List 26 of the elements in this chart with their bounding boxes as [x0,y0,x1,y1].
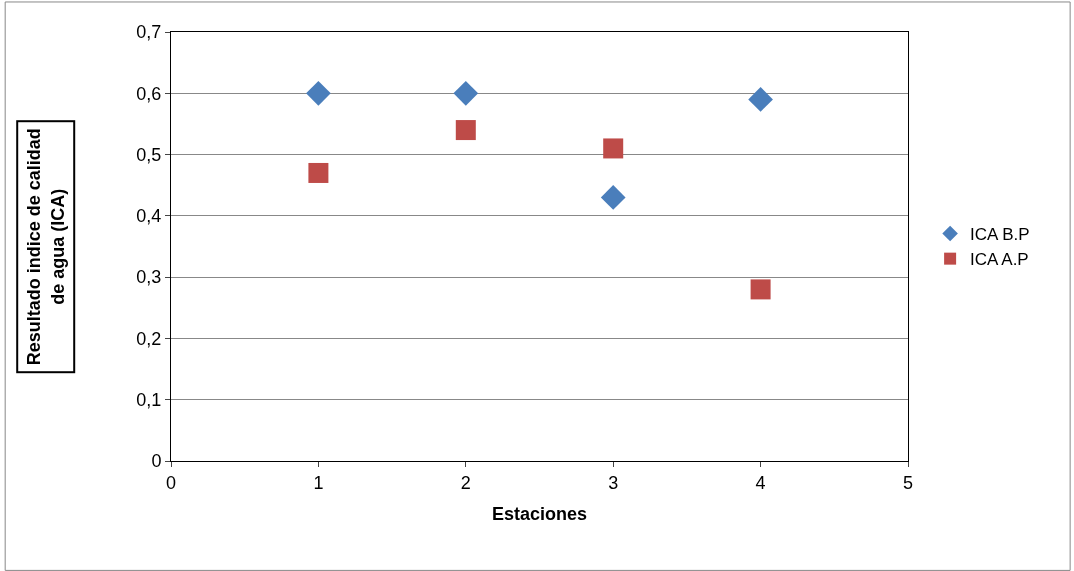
point [453,80,479,106]
point [600,185,626,210]
y-tick-label: 0,5 [136,144,162,165]
x-tick-label: 5 [902,472,914,493]
x-tick-label: 0 [165,472,177,493]
point [308,162,329,183]
point [306,80,331,106]
legend-label: ICA B.P [970,225,1030,245]
legend-label: ICA A.P [970,250,1029,270]
x-tick-label: 4 [755,472,766,493]
point [603,138,624,159]
x-tick-label: 1 [313,472,324,493]
y-tick-label: 0,7 [136,22,162,43]
point [750,279,771,300]
point [455,120,476,141]
point [748,87,773,112]
y-tick-label: 0,6 [136,83,162,104]
x-tick-label: 3 [608,472,619,493]
x-tick-label: 2 [460,472,471,493]
y-tick-label: 0,2 [136,328,162,349]
y-tick-label: 0,3 [136,267,162,288]
x-axis-title: Estaciones [491,503,588,524]
y-axis-title: Resultado indice de calidad de agua (ICA) [24,128,68,366]
y-tick-label: 0,4 [136,206,162,227]
y-tick-label: 0 [151,451,162,472]
y-tick-label: 0,1 [136,390,162,411]
